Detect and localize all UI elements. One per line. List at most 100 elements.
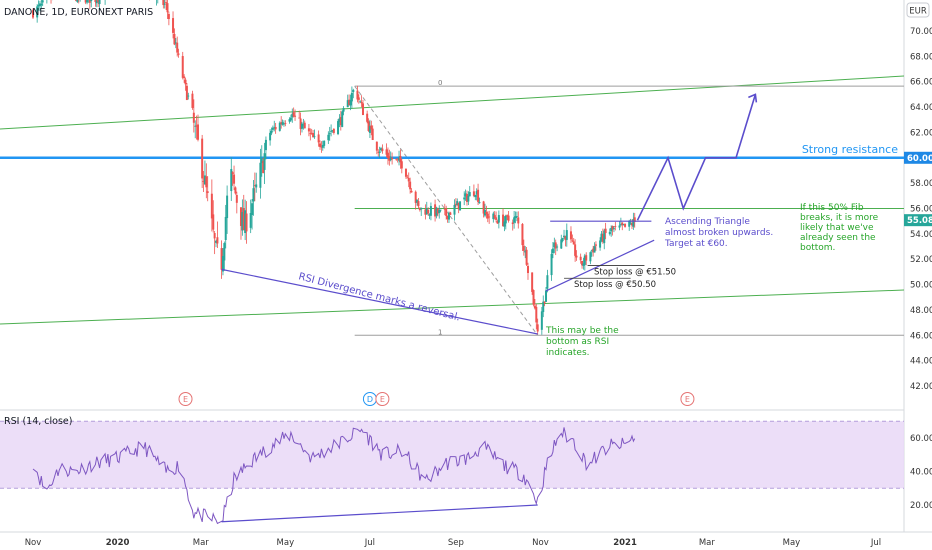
fib-note-line: already seen the bbox=[800, 233, 876, 243]
candle-body bbox=[445, 208, 448, 216]
fib-note-line: breaks, it is more bbox=[800, 213, 879, 223]
candle-body bbox=[592, 248, 595, 253]
candle-body bbox=[231, 172, 234, 174]
candle-body bbox=[410, 190, 413, 193]
resistance-price-badge bbox=[904, 151, 932, 164]
candle-body bbox=[400, 161, 403, 169]
candle-body bbox=[386, 152, 389, 159]
candle-body bbox=[270, 130, 273, 134]
candle-body bbox=[495, 217, 498, 220]
price-tick-label: 50.00 bbox=[910, 281, 932, 291]
bottom-note: This may be the bottom as RSI indicates. bbox=[545, 326, 621, 358]
candle-body bbox=[589, 252, 592, 262]
candle-body bbox=[582, 263, 585, 266]
candle-body bbox=[420, 207, 423, 210]
candle-body bbox=[417, 201, 420, 207]
candle-body bbox=[41, 0, 44, 3]
drawings-layer: Stop loss @ €51.50 Stop loss @ €50.50 bbox=[221, 93, 758, 335]
candle-body bbox=[165, 2, 168, 4]
rsi-line bbox=[32, 427, 636, 525]
candle-body bbox=[395, 158, 398, 160]
time-tick-label: 2020 bbox=[106, 538, 130, 548]
candle-body bbox=[36, 6, 39, 18]
candle-body bbox=[536, 324, 539, 332]
candle-body bbox=[294, 115, 297, 117]
time-tick-label: Mar bbox=[193, 538, 210, 548]
candle-body bbox=[233, 174, 236, 184]
fib-note-line: If this 50% Fib bbox=[800, 203, 864, 213]
candle-body bbox=[356, 90, 359, 100]
currency-badge[interactable] bbox=[906, 2, 930, 18]
price-tick-label: 44.00 bbox=[910, 357, 932, 367]
time-tick-label: May bbox=[783, 538, 801, 548]
candle-body bbox=[361, 103, 364, 116]
rsi-overbought-oversold-band bbox=[0, 421, 904, 489]
candle-body bbox=[514, 216, 517, 219]
candle-body bbox=[560, 239, 563, 249]
candle-body bbox=[482, 201, 485, 214]
fib-note-line: bottom. bbox=[800, 243, 835, 253]
candle-body bbox=[459, 201, 462, 211]
candle-body bbox=[177, 53, 180, 55]
candle-body bbox=[98, 0, 101, 5]
candle-body bbox=[599, 240, 602, 248]
candle-body bbox=[522, 245, 525, 251]
time-tick-label: May bbox=[277, 538, 295, 548]
price-tick-label: 66.00 bbox=[910, 78, 932, 88]
candle-body bbox=[435, 207, 438, 216]
candle-body bbox=[320, 146, 323, 148]
candle-body bbox=[244, 210, 247, 234]
candle-body bbox=[185, 85, 188, 100]
candle-body bbox=[622, 224, 625, 225]
candle-body bbox=[210, 193, 213, 219]
price-tick-label: 54.00 bbox=[910, 230, 932, 240]
candle-body bbox=[574, 244, 577, 256]
candle-body bbox=[398, 157, 401, 161]
candle-body bbox=[633, 217, 636, 222]
candle-body bbox=[438, 210, 441, 213]
candle-body bbox=[273, 127, 276, 129]
price-tick-label: 52.00 bbox=[910, 255, 932, 265]
candle-body bbox=[628, 220, 631, 227]
candle-body bbox=[196, 124, 199, 140]
candle-body bbox=[317, 134, 320, 143]
candle-body bbox=[203, 175, 206, 185]
fib-note: If this 50% Fib breaks, it is more likel… bbox=[800, 203, 881, 253]
price-tick-label: 58.00 bbox=[910, 179, 932, 189]
candle-body bbox=[472, 191, 475, 196]
currency-label: EUR bbox=[909, 7, 927, 17]
candle-body bbox=[608, 231, 611, 235]
strong-resistance-label: Strong resistance bbox=[802, 143, 898, 156]
candle-body bbox=[262, 160, 265, 174]
candle-body bbox=[590, 250, 593, 252]
candle-body bbox=[192, 112, 195, 123]
candle-body bbox=[312, 133, 315, 138]
candle-body bbox=[280, 122, 283, 125]
candle-body bbox=[449, 212, 452, 215]
candle-body bbox=[446, 215, 449, 220]
candle-body bbox=[167, 14, 170, 20]
candle-body bbox=[447, 212, 450, 220]
candle-body bbox=[439, 209, 442, 211]
candle-body bbox=[366, 113, 369, 122]
candle-body bbox=[621, 222, 624, 226]
candle-body bbox=[618, 225, 621, 228]
candle-body bbox=[349, 99, 352, 106]
candle-body bbox=[37, 5, 40, 7]
last-price-badge bbox=[904, 214, 932, 227]
candle-body bbox=[298, 117, 301, 119]
candle-body bbox=[526, 265, 529, 274]
candle-body bbox=[230, 169, 233, 192]
candle-body bbox=[612, 228, 615, 230]
candle-body bbox=[367, 121, 370, 131]
candle-body bbox=[201, 138, 204, 179]
candle-body bbox=[348, 99, 351, 106]
candle-body bbox=[263, 153, 266, 170]
candle-body bbox=[404, 168, 407, 177]
candle-body bbox=[32, 10, 34, 18]
candle-body bbox=[339, 117, 342, 126]
time-tick-label: Jul bbox=[870, 538, 881, 548]
candle-body bbox=[381, 148, 384, 151]
